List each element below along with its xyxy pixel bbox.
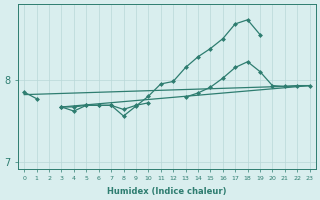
X-axis label: Humidex (Indice chaleur): Humidex (Indice chaleur) <box>107 187 227 196</box>
